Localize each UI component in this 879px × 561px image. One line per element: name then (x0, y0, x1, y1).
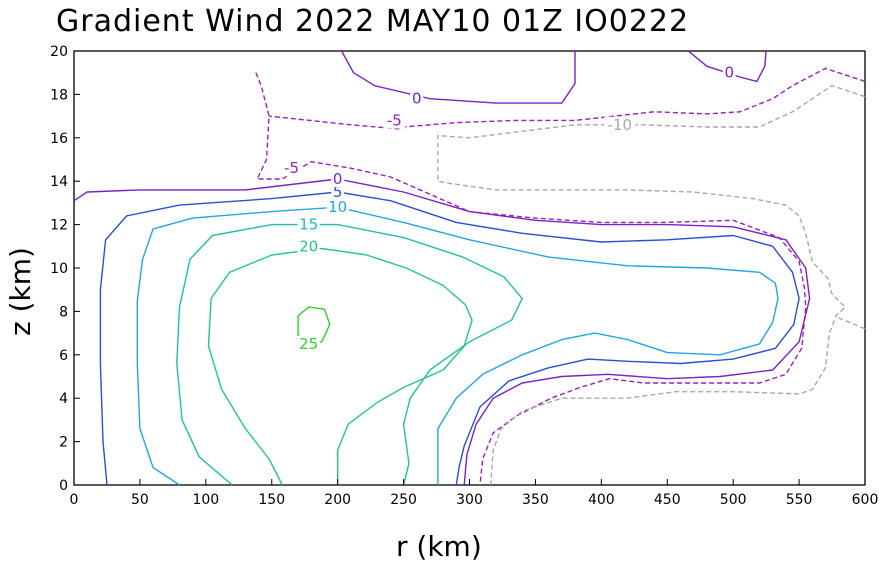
contour-label-bg (722, 64, 736, 81)
contour-label-bg (297, 335, 320, 352)
contour-label: 25 (299, 335, 318, 353)
y-tick-label: 4 (59, 391, 68, 407)
y-tick-label: 14 (50, 174, 68, 190)
x-tick-label: 250 (390, 492, 417, 508)
y-axis: 0 2 4 6 8 10 12 14 16 18 20 (50, 44, 80, 494)
y-tick-label: 6 (59, 348, 68, 364)
y-tick-label: 12 (50, 218, 68, 234)
contour-line-neg10 (838, 317, 866, 330)
contour-label: -10 (608, 116, 633, 134)
contour-label: 10 (328, 198, 347, 216)
y-axis-label: z (km) (4, 247, 37, 336)
contour-label-bg (604, 116, 636, 133)
y-tick-label: 2 (59, 435, 68, 451)
x-tick-label: 200 (324, 492, 351, 508)
x-tick-label: 0 (70, 492, 79, 508)
x-axis: 0 50 100 150 200 250 300 350 400 450 500 550 600 (70, 479, 879, 508)
x-tick-label: 350 (522, 492, 549, 508)
contour-line-15 (176, 223, 523, 486)
contour-label-bg (280, 160, 303, 177)
contour-label: 0 (333, 170, 343, 188)
contour-line-neg5 (255, 72, 807, 486)
contour-label: 5 (333, 183, 343, 201)
x-axis-label: r (km) (396, 530, 482, 561)
contour-lines (73, 50, 866, 486)
x-tick-label: 500 (720, 492, 747, 508)
y-tick-label: 20 (50, 44, 68, 60)
plot-frame (73, 50, 866, 486)
contour-label: 0 (724, 64, 734, 82)
contour-line-0 (340, 50, 576, 104)
y-tick-label: 0 (59, 478, 68, 494)
contour-line-0 (73, 178, 811, 486)
x-tick-label: 600 (852, 492, 879, 508)
y-tick-label: 10 (50, 261, 68, 277)
chart-title: Gradient Wind 2022 MAY10 01Z IO0222 (56, 4, 689, 39)
y-tick-label: 8 (59, 304, 68, 320)
contour-label-bg (297, 216, 320, 233)
contour-label-bg (331, 171, 345, 188)
y-tick-label: 18 (50, 87, 68, 103)
x-tick-label: 150 (258, 492, 285, 508)
contour-line-20 (207, 247, 473, 486)
x-tick-label: 550 (786, 492, 813, 508)
contour-label: 15 (299, 216, 318, 234)
contour-label: -5 (387, 111, 402, 129)
contour-label: 20 (299, 237, 318, 255)
contour-line-neg5 (269, 67, 866, 130)
x-tick-label: 100 (192, 492, 219, 508)
contour-label-bg (326, 199, 349, 216)
contour-line-0 (687, 50, 767, 83)
contour-label: 0 (412, 90, 422, 108)
y-tick-label: 16 (50, 131, 68, 147)
x-tick-label: 50 (131, 492, 149, 508)
contour-label-bg (410, 90, 424, 107)
x-tick-label: 400 (588, 492, 615, 508)
contour-label-bg (297, 238, 320, 255)
x-tick-label: 450 (654, 492, 681, 508)
x-tick-label: 300 (456, 492, 483, 508)
contour-line-neg10 (437, 85, 866, 486)
contour-label-bg (331, 184, 345, 201)
contour-label-bg (383, 112, 406, 129)
contour-line-10 (136, 206, 779, 486)
contour-label: -5 (284, 159, 299, 177)
contour-line-5 (99, 191, 800, 486)
